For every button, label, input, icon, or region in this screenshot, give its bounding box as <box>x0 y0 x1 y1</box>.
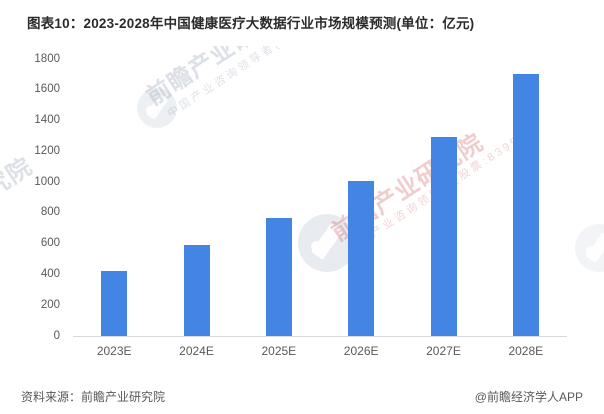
qianzhan-logo-icon <box>575 224 604 272</box>
bar-2028E <box>512 74 539 336</box>
y-tick-label: 1000 <box>34 175 60 188</box>
bar-2026E <box>348 181 375 336</box>
chart-title: 图表10：2023-2028年中国健康医疗大数据行业市场规模预测(单位：亿元) <box>27 16 475 31</box>
bar-2025E <box>265 218 292 336</box>
y-tick-label: 0 <box>53 329 60 342</box>
x-tick-label: 2027E <box>426 344 461 358</box>
y-tick-label: 1400 <box>34 114 60 127</box>
bar-2023E <box>101 271 128 336</box>
credit-note: @前瞻经济学人APP <box>474 390 583 404</box>
x-tick-label: 2025E <box>261 344 297 358</box>
x-tick-label: 2026E <box>343 344 379 358</box>
source-note: 资料来源：前瞻产业研究院 <box>21 390 166 404</box>
x-tick-label: 2028E <box>508 344 544 358</box>
plot-area <box>73 59 567 336</box>
x-tick-label: 2024E <box>179 344 214 358</box>
x-tick-label: 2023E <box>96 344 132 358</box>
y-tick-label: 1200 <box>34 144 60 157</box>
x-axis-category-labels: 2023E 2024E 2025E 2026E 2027E 2028E <box>73 344 567 358</box>
y-tick-label: 1800 <box>34 52 60 65</box>
y-tick-label: 1600 <box>34 83 60 96</box>
bar-2024E <box>183 245 210 336</box>
x-axis-line <box>73 336 567 337</box>
y-axis-tick-labels: 0 200 400 600 800 1000 1200 1400 1600 1800 <box>0 53 60 342</box>
y-tick-label: 600 <box>40 237 60 250</box>
bar-2027E <box>430 137 457 336</box>
y-tick-label: 200 <box>40 298 60 311</box>
y-tick-label: 800 <box>40 206 60 219</box>
y-tick-label: 400 <box>40 267 60 280</box>
